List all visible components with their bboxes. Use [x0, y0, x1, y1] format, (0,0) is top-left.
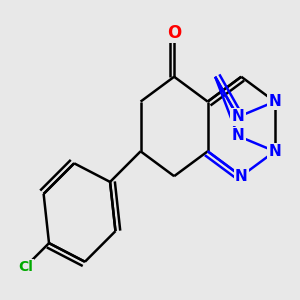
Text: N: N	[268, 144, 281, 159]
Text: N: N	[268, 94, 281, 109]
Text: O: O	[167, 24, 181, 42]
Text: N: N	[232, 110, 244, 124]
Text: N: N	[235, 169, 247, 184]
Text: Cl: Cl	[18, 260, 33, 274]
Text: N: N	[232, 128, 244, 143]
